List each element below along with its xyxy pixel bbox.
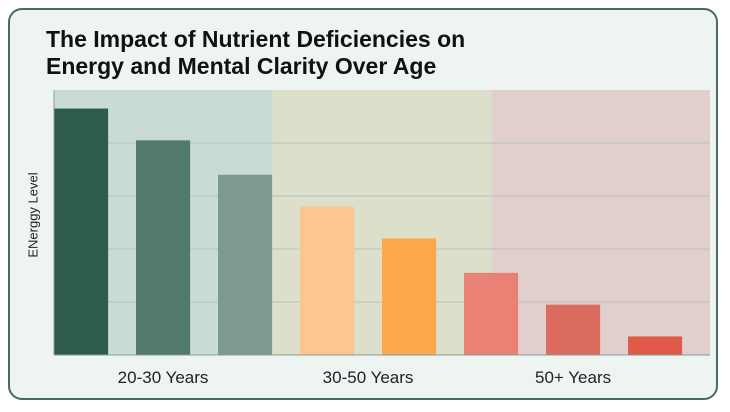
x-ticks: 20-30 Years 30-50 Years 50+ Years [118,368,611,387]
x-tick-label: 50+ Years [535,368,611,387]
chart-title: The Impact of Nutrient Deficiencies on E… [46,26,466,79]
x-tick-label: 30-50 Years [323,368,414,387]
bar-5 [382,238,437,355]
bar-1 [54,108,109,355]
bar-4 [300,206,355,355]
bar-7 [546,304,601,355]
group-band-3 [491,90,710,355]
bar-6 [464,272,519,355]
x-tick-label: 20-30 Years [118,368,209,387]
bar-8 [628,336,683,355]
bars [54,108,683,355]
bar-2 [136,140,191,355]
axes [53,90,710,356]
bar-3 [218,174,273,355]
